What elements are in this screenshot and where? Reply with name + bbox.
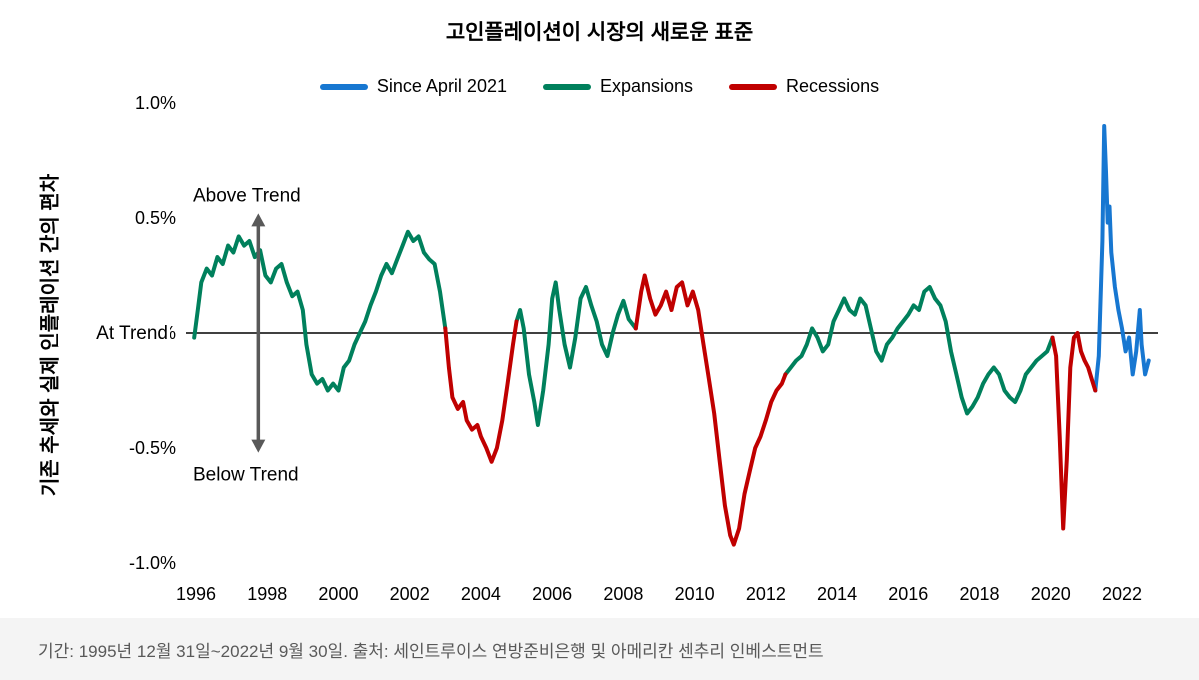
- legend-label: Recessions: [786, 76, 880, 96]
- footnote-bar: 기간: 1995년 12월 31일~2022년 9월 30일. 출처: 세인트루…: [0, 618, 1199, 680]
- above-trend-label: Above Trend: [193, 185, 301, 206]
- series-line-since-april-2021: [1093, 124, 1151, 393]
- at-trend-label-bg: [58, 320, 170, 346]
- y-tick-label: 0.5%: [135, 208, 176, 228]
- x-tick-label: 2000: [318, 584, 358, 604]
- y-tick-label: -0.5%: [129, 438, 176, 458]
- x-tick-label: 2018: [960, 584, 1000, 604]
- below-trend-label: Below Trend: [193, 465, 299, 486]
- x-tick-label: 2010: [675, 584, 715, 604]
- series-line-expansions: [514, 280, 638, 427]
- y-tick-label: -1.0%: [129, 553, 176, 573]
- legend-swatch-recessions: [729, 83, 778, 90]
- page-title: 고인플레이션이 시장의 새로운 표준: [445, 21, 754, 44]
- x-tick-label: 2014: [817, 584, 857, 604]
- x-tick-label: 2002: [390, 584, 430, 604]
- x-tick-label: 2020: [1031, 584, 1071, 604]
- legend-item-expansions: Expansions: [542, 76, 694, 97]
- x-tick-label: 2012: [746, 584, 786, 604]
- at-trend-label: At Trend: [96, 323, 168, 344]
- trend-arrow-up-head: [251, 213, 266, 227]
- legend-item-since-april-2021: Since April 2021: [319, 76, 507, 97]
- series-line-recessions: [633, 273, 788, 547]
- x-tick-label: 2008: [603, 584, 643, 604]
- x-tick-label: 2006: [532, 584, 572, 604]
- legend-item-recessions: Recessions: [729, 76, 879, 97]
- legend-label: Expansions: [599, 76, 694, 96]
- legend-swatch-since-april-2021: [319, 83, 368, 90]
- footer-note: 기간: 1995년 12월 31일~2022년 9월 30일. 출처: 세인트루…: [38, 641, 824, 661]
- x-tick-label: 2016: [888, 584, 928, 604]
- series-line-expansions: [783, 285, 1055, 416]
- legend-swatch-expansions: [542, 83, 591, 90]
- x-tick-label: 2004: [461, 584, 501, 604]
- chart-legend: Since April 2021 Expansions Recessions: [0, 76, 1199, 97]
- series-line-recessions: [1050, 331, 1098, 531]
- y-tick-label: 1.0%: [135, 93, 176, 113]
- series-line-recessions: [443, 319, 519, 464]
- x-tick-label: 2022: [1102, 584, 1142, 604]
- x-tick-label: 1996: [176, 584, 216, 604]
- series-line-expansions: [192, 229, 448, 393]
- legend-label: Since April 2021: [376, 76, 507, 96]
- trend-arrow-down-head: [251, 439, 266, 453]
- x-tick-label: 1998: [247, 584, 287, 604]
